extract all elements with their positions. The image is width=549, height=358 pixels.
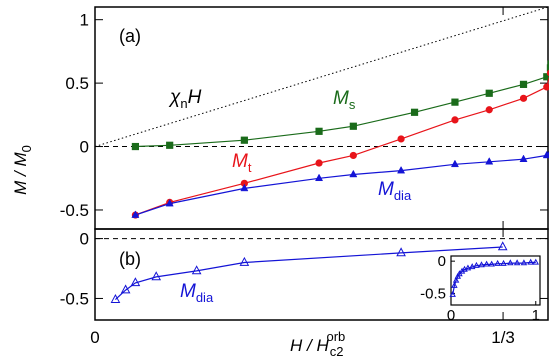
chi-n-h-label: χnH — [168, 87, 202, 111]
mdia-a-point — [131, 210, 140, 218]
inset-xtick-label: 0 — [447, 307, 455, 324]
ms-point — [410, 108, 419, 116]
xtick-label: 0 — [90, 328, 99, 347]
mt-point — [451, 116, 459, 124]
panel-a-label: (a) — [119, 26, 141, 46]
inset-mdia-point — [520, 259, 528, 266]
mt-point — [349, 151, 357, 160]
inset-mdia-point — [473, 261, 480, 268]
ms-point — [485, 89, 493, 97]
inset-mdia-point — [488, 260, 495, 267]
ms-line — [135, 69, 549, 148]
inset-mdia-point — [451, 281, 458, 288]
panel-b-ytick-label: 0 — [80, 230, 89, 249]
panel-a-ytick-label: 0 — [80, 138, 89, 157]
inset-mdia-point — [532, 258, 540, 265]
panel-a: 1 0.5 0 -0.5 — [60, 6, 549, 220]
inset-mdia-point — [483, 260, 490, 267]
mdia-a-point — [450, 159, 459, 168]
mdia-b-point — [151, 271, 162, 281]
inset-ytick-label: 0 — [438, 253, 446, 270]
ms-point — [546, 64, 549, 72]
mdia-b-point — [130, 277, 141, 287]
inset-mdia-point — [527, 258, 534, 265]
inset-mdia-point — [468, 263, 476, 270]
ms-point — [547, 60, 549, 68]
ms-point — [451, 98, 459, 106]
mt-point — [397, 135, 405, 143]
ms-point — [543, 73, 549, 81]
mdia-label-a: Mdia — [378, 179, 412, 203]
mt-point — [485, 106, 493, 114]
mdia-a-point — [397, 165, 406, 174]
inset-mdia-point — [513, 259, 521, 266]
ms-point — [131, 142, 140, 151]
inset-ytick-label: -0.5 — [420, 285, 446, 302]
mt-point — [315, 159, 323, 167]
mdia-a-point — [315, 173, 324, 182]
mdia-a-point — [485, 157, 494, 165]
ms-label: Ms — [333, 88, 356, 112]
ms-point — [349, 122, 357, 130]
mt-point — [546, 69, 549, 77]
panel-b-frame — [94, 228, 549, 321]
mdia-label-b: Mdia — [180, 281, 214, 305]
mdia-a-point — [165, 198, 174, 207]
chi-n-h-line — [94, 6, 549, 148]
mt-point — [543, 83, 549, 91]
mdia-b-point — [110, 293, 121, 303]
mdia-a-point — [519, 154, 528, 162]
inset-mdia-point — [478, 261, 485, 268]
y-axis-title: M / M0 — [11, 145, 34, 195]
inset-mdia-point — [500, 259, 507, 266]
inset-mdia-point — [464, 264, 472, 271]
xtick-label: 1/3 — [491, 328, 515, 347]
mdia-b-point — [191, 265, 202, 275]
mdia-b-point — [120, 284, 131, 294]
mdia-a-point — [240, 183, 249, 192]
panel-b-label: (b) — [119, 249, 141, 269]
panel-b-inset: 0-0.50 1 — [420, 253, 541, 324]
ms-point — [166, 141, 174, 149]
inset-mdia-point — [449, 290, 456, 297]
mt-point — [240, 179, 248, 187]
panel-a-frame — [94, 6, 549, 230]
panel-a-ytick-label: 0.5 — [65, 74, 89, 93]
inset-xtick-label: 1 — [532, 307, 540, 324]
mdia-b-point — [497, 241, 508, 251]
panel-a-ytick-label: 1 — [80, 11, 89, 30]
panel-b: 0-0.50 1/3 — [60, 7, 548, 347]
mdia-a-point — [349, 169, 358, 178]
x-axis-title: H / Hc2orb — [290, 329, 345, 358]
mt-point — [519, 94, 528, 102]
inset-mdia-point — [452, 276, 460, 283]
mdia-b-point — [239, 256, 250, 266]
mt-label: Mt — [232, 151, 252, 175]
mdia-b-point — [396, 247, 406, 257]
ms-point — [240, 136, 248, 144]
mdia-a-line — [135, 153, 549, 216]
inset-mdia-point — [494, 259, 501, 266]
ms-point — [519, 80, 528, 88]
ms-point — [315, 127, 323, 135]
inset-mdia-point — [507, 259, 514, 266]
panel-a-ytick-label: -0.5 — [60, 201, 89, 220]
panel-b-ytick-label: -0.5 — [60, 289, 89, 308]
